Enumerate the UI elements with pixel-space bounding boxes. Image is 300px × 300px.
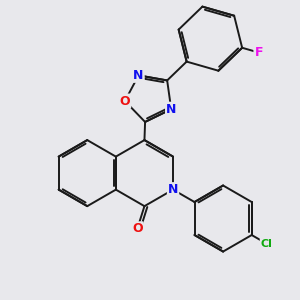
Text: N: N xyxy=(134,69,144,82)
Text: O: O xyxy=(132,222,142,235)
Text: N: N xyxy=(166,103,176,116)
Text: N: N xyxy=(168,183,178,196)
Text: Cl: Cl xyxy=(261,238,272,249)
Text: O: O xyxy=(120,94,130,107)
Text: F: F xyxy=(254,46,263,59)
